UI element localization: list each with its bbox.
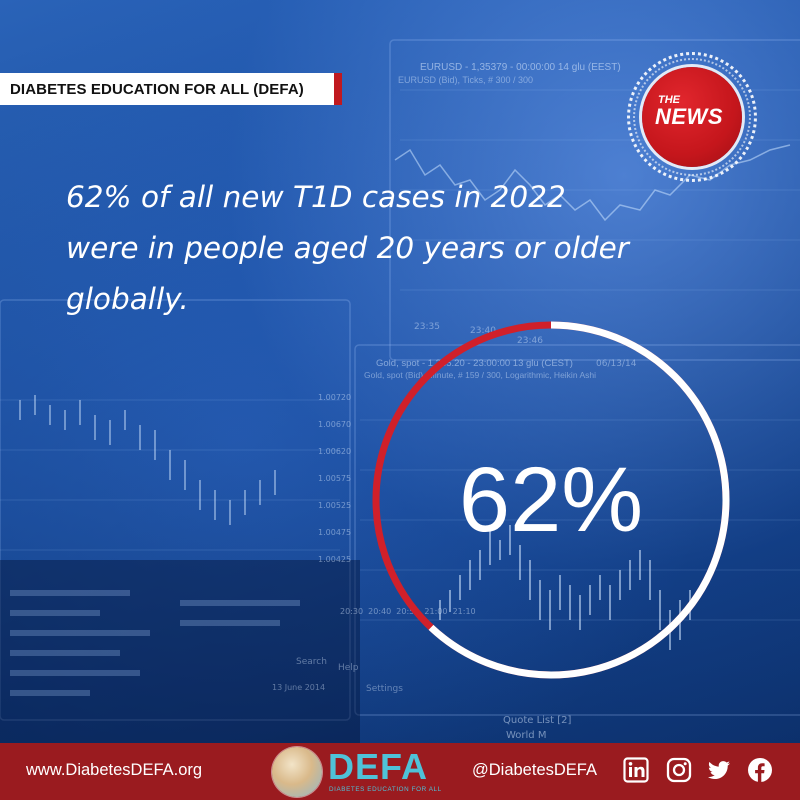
- badge-the: THE: [658, 94, 680, 106]
- facebook-icon[interactable]: [747, 757, 773, 783]
- globe-icon: [272, 747, 322, 797]
- bg-world: World M: [506, 730, 547, 741]
- organization-banner: DIABETES EDUCATION FOR ALL (DEFA): [0, 73, 342, 105]
- headline-line-1: 62% of all new T1D cases in 2022: [66, 180, 566, 214]
- bg-time-2: 23:40: [470, 326, 496, 336]
- bg-time-3: 23:46: [517, 336, 543, 346]
- bg-gold-sub: Gold, spot (Bid), Minute, # 159 / 300, L…: [364, 370, 596, 380]
- bg-eurusd-header: EURUSD - 1,35379 - 00:00:00 14 glu (EEST…: [420, 62, 621, 73]
- headline-line-3: globally.: [66, 282, 189, 316]
- bg-price-1: 1.00720: [318, 393, 352, 402]
- bg-price-7: 1.00425: [318, 555, 352, 564]
- banner-text: DIABETES EDUCATION FOR ALL (DEFA): [10, 80, 304, 98]
- logo-name: DEFA: [328, 746, 429, 787]
- bg-price-3: 1.00620: [318, 447, 352, 456]
- headline: 62% of all new T1D cases in 2022 were in…: [66, 172, 706, 325]
- percentage-value: 62%: [458, 449, 644, 551]
- twitter-icon[interactable]: [706, 757, 732, 783]
- bg-price-2: 1.00670: [318, 420, 352, 429]
- bg-bottom-times: 20:30 20:40 20:50 21:00 21:10: [340, 607, 476, 616]
- headline-line-2: were in people aged 20 years or older: [66, 231, 629, 265]
- bg-quote-list: Quote List [2]: [503, 715, 572, 726]
- bg-menu-search: Search: [296, 657, 327, 667]
- badge-disc: [642, 67, 742, 167]
- badge-dotted-ring: [627, 52, 757, 182]
- bg-menu-settings: Settings: [366, 684, 403, 694]
- instagram-icon[interactable]: [666, 757, 692, 783]
- badge-dotted-ring-inner: [633, 58, 751, 176]
- defa-logo: DEFA DIABETES EDUCATION FOR ALL: [272, 747, 447, 797]
- the-news-badge: THE NEWS: [627, 52, 757, 182]
- bg-price-4: 1.00575: [318, 474, 352, 483]
- website-link[interactable]: www.DiabetesDEFA.org: [26, 761, 203, 779]
- bg-time-1: 23:35: [414, 322, 440, 332]
- bg-menu-help: Help: [338, 663, 359, 673]
- ring-filled-arc: [372, 321, 730, 679]
- bg-gold-title: Gold, spot - 1,255.20 - 23:00:00 13 glu …: [376, 358, 573, 369]
- footer-bar: www.DiabetesDEFA.org @DiabetesDEFA: [0, 743, 800, 800]
- percentage-ring: [372, 321, 730, 679]
- bg-date: 13 June 2014: [272, 683, 326, 692]
- linkedin-icon[interactable]: [623, 757, 649, 783]
- logo-tagline: DIABETES EDUCATION FOR ALL: [329, 786, 442, 793]
- badge-news: NEWS: [655, 104, 723, 129]
- bg-price-5: 1.00525: [318, 501, 352, 510]
- bg-eurusd-sub: EURUSD (Bid), Ticks, # 300 / 300: [398, 75, 534, 85]
- bg-time-4: 06/13/14: [596, 359, 637, 369]
- bg-price-6: 1.00475: [318, 528, 352, 537]
- social-handle: @DiabetesDEFA: [472, 761, 597, 779]
